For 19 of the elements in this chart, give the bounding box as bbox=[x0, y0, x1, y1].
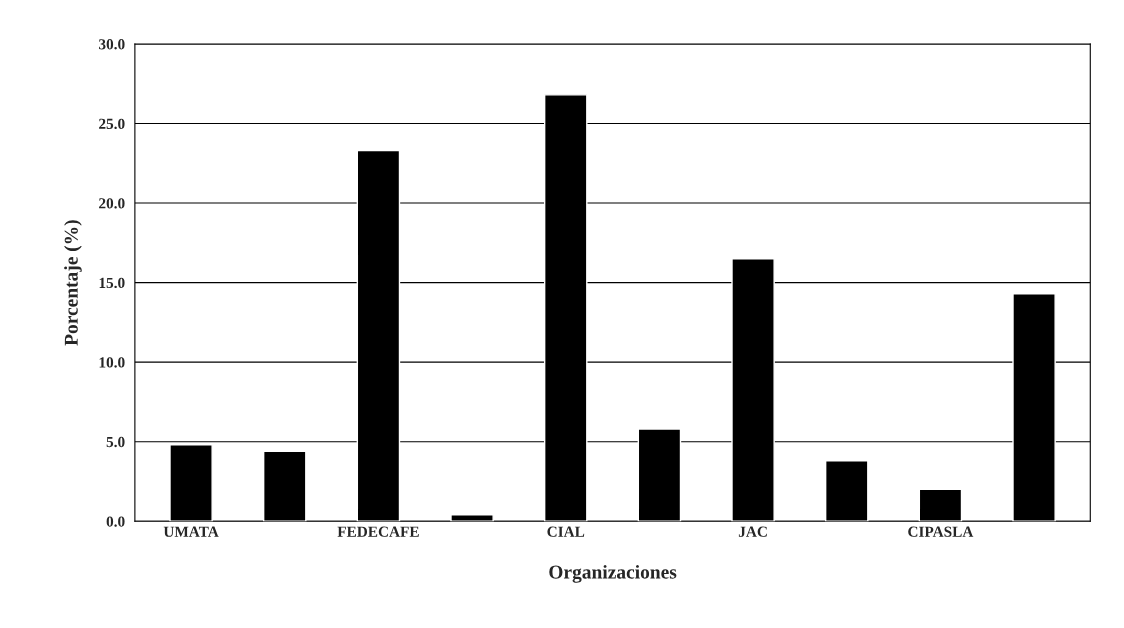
x-tick-label: UMATA bbox=[163, 526, 219, 537]
y-tick-label: 30.0 bbox=[99, 39, 125, 50]
y-tick-label: 15.0 bbox=[99, 277, 125, 289]
y-axis-title: Porcentaje (%) bbox=[64, 220, 82, 346]
y-tick-label: 10.0 bbox=[99, 357, 125, 368]
x-tick-label: JAC bbox=[738, 526, 767, 537]
bar bbox=[262, 450, 307, 522]
y-tick-label: 20.0 bbox=[99, 198, 125, 209]
bar bbox=[824, 460, 869, 522]
y-tick-label: 5.0 bbox=[106, 436, 125, 448]
x-tick-label: CIPASLA bbox=[908, 526, 974, 537]
x-tick-label: CIAL bbox=[547, 526, 585, 537]
y-tick-label: 25.0 bbox=[99, 118, 125, 130]
bar bbox=[450, 514, 494, 522]
bar bbox=[918, 488, 963, 522]
x-tick-label: FEDECAFE bbox=[337, 526, 419, 537]
x-axis-title: Organizaciones bbox=[549, 564, 677, 583]
y-tick-label: 0.0 bbox=[106, 516, 125, 527]
bar bbox=[169, 444, 213, 522]
